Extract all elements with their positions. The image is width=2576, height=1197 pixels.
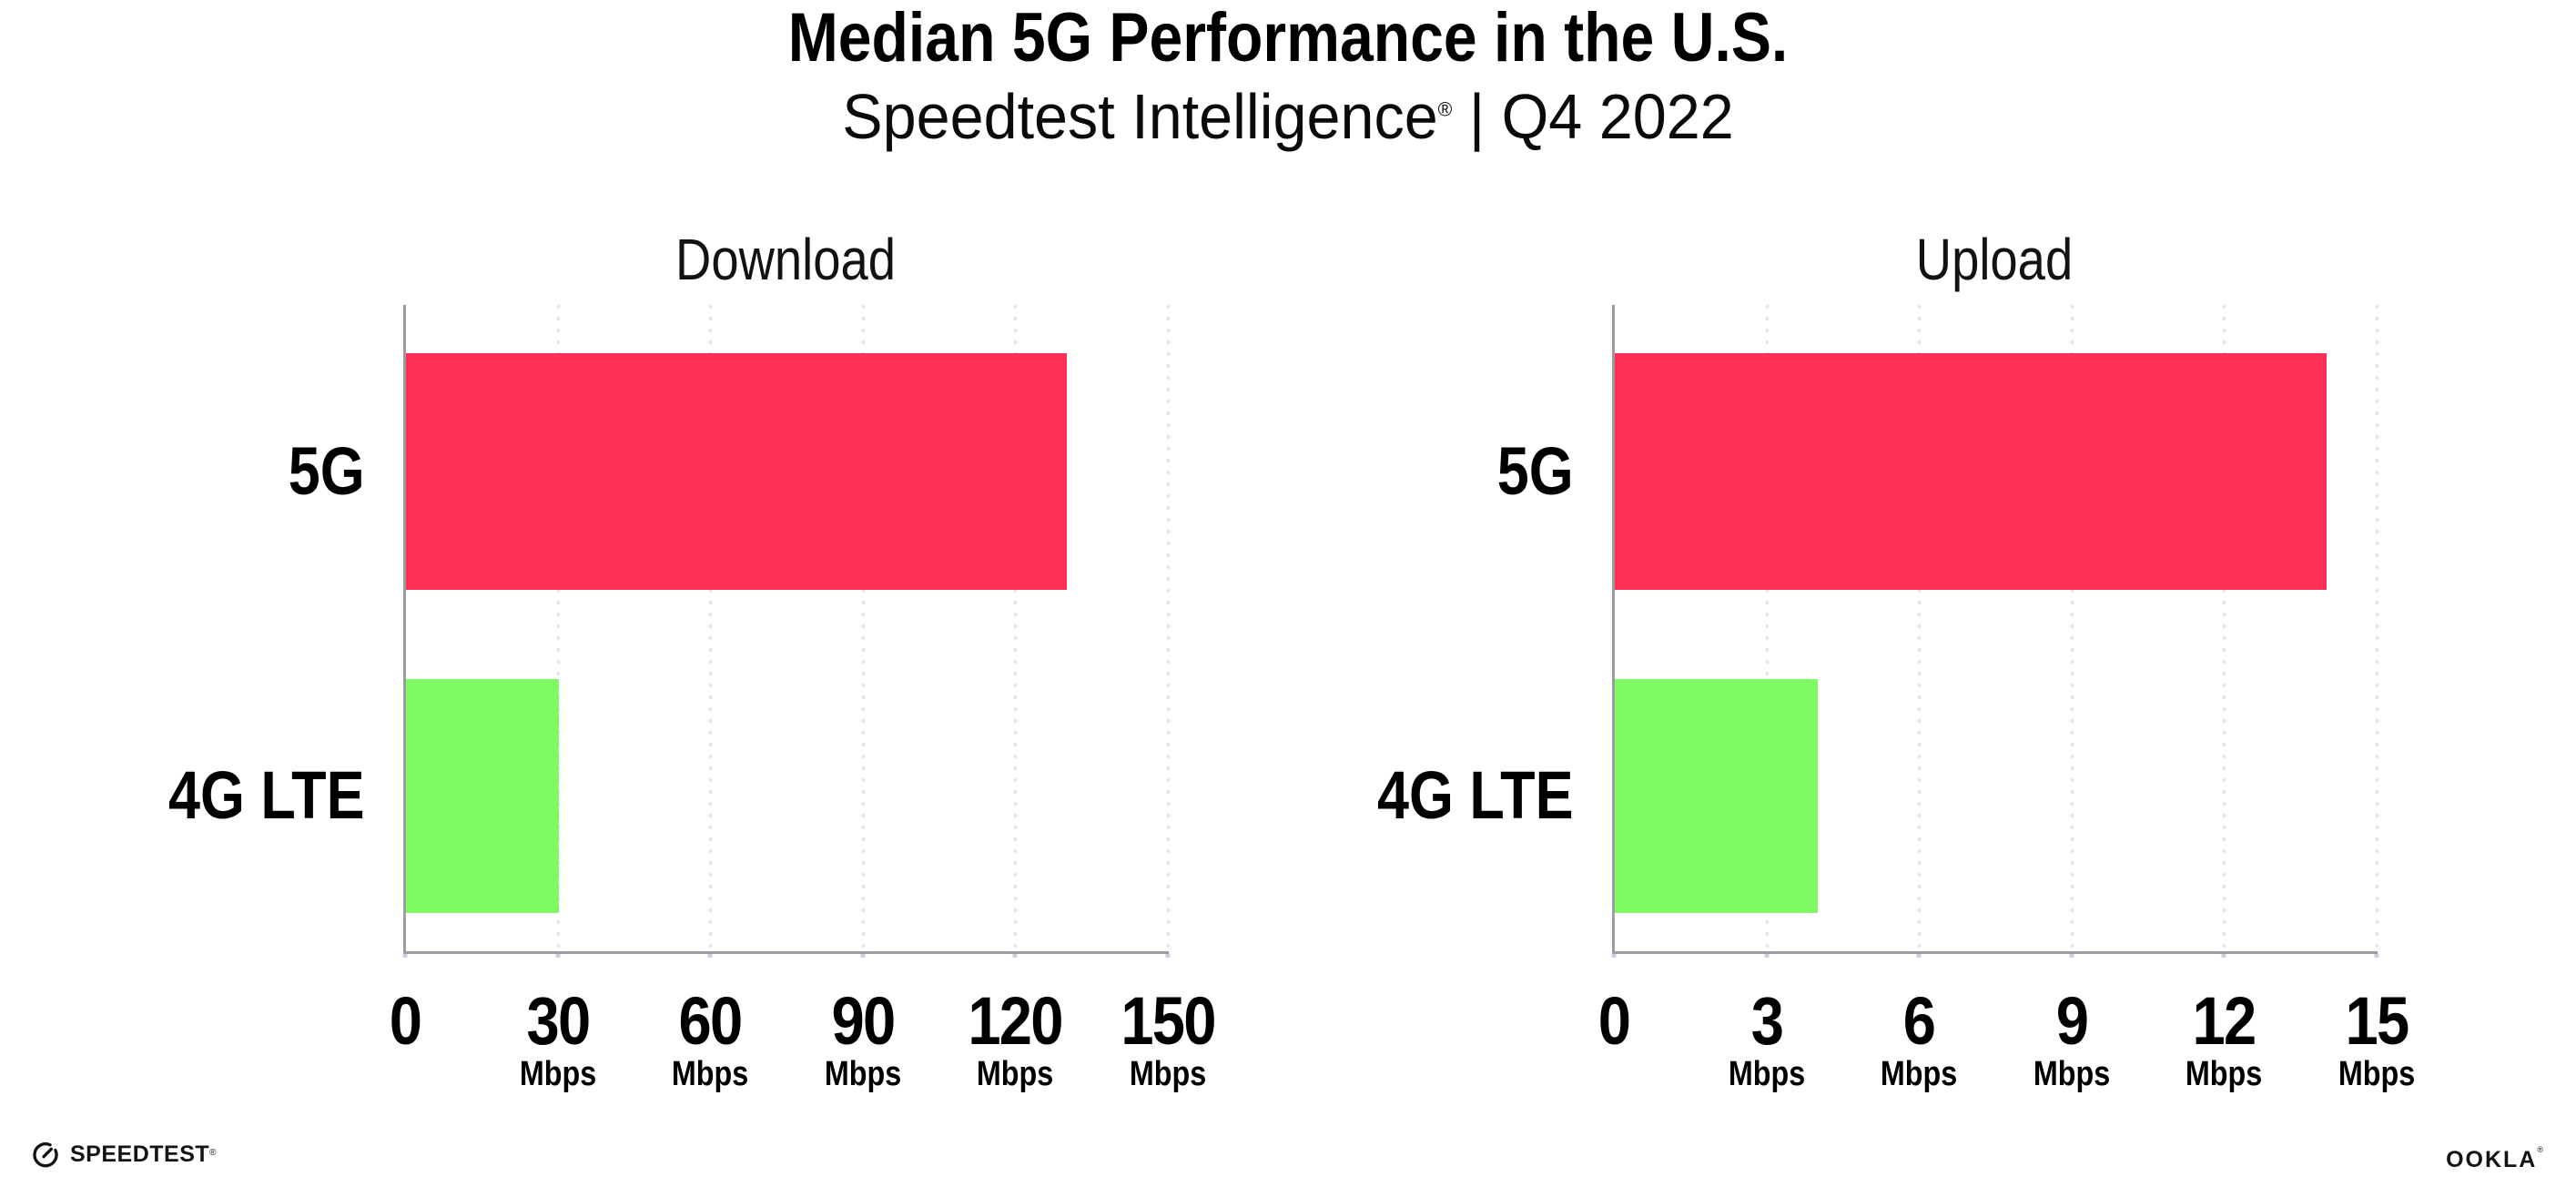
ookla-wordmark: OOKLA (2446, 1147, 2538, 1172)
tick-unit-label: Mbps (672, 1055, 749, 1093)
x-axis-line (1612, 951, 2378, 954)
speedtest-gauge-icon (33, 1142, 58, 1168)
category-label-4g-lte: 4G LTE (168, 757, 365, 833)
chart-title: Download (675, 227, 896, 292)
tick-label: 90 (831, 983, 896, 1059)
gridline (709, 305, 713, 951)
axis-tick (1012, 953, 1018, 958)
tick-label: 60 (678, 983, 744, 1059)
tick-unit-label: Mbps (2338, 1055, 2416, 1093)
axis-tick (1165, 953, 1171, 958)
ookla-logo: OOKLA® (2446, 1145, 2543, 1173)
tick-label: 6 (1902, 983, 1936, 1059)
tick-unit-label: Mbps (1881, 1055, 1958, 1093)
gridline (1918, 305, 1922, 951)
tick-unit-label: Mbps (1129, 1055, 1207, 1093)
gridline (1167, 305, 1170, 951)
tick-unit-label: Mbps (519, 1055, 596, 1093)
registered-mark: ® (1437, 97, 1453, 121)
tick-label: 0 (1597, 983, 1631, 1059)
gridline (1765, 305, 1769, 951)
tick-label: 9 (2055, 983, 2089, 1059)
page-subtitle: Speedtest Intelligence® | Q4 2022 (842, 81, 1734, 152)
gridline (2376, 305, 2378, 951)
bar-5g (406, 353, 1067, 590)
tick-label: 12 (2192, 983, 2257, 1059)
tick-label: 150 (1121, 983, 1216, 1059)
bar-4g-lte (1615, 679, 1818, 913)
gridline (1014, 305, 1018, 951)
axis-tick (402, 953, 408, 958)
x-axis-line (403, 951, 1169, 954)
subtitle-brand: Speedtest Intelligence (842, 81, 1438, 152)
category-label-5g: 5G (1497, 433, 1574, 509)
tick-unit-label: Mbps (977, 1055, 1054, 1093)
speedtest-logo: SPEEDTEST ® (31, 1140, 217, 1169)
axis-tick (555, 953, 561, 958)
tick-label: 0 (389, 983, 422, 1059)
axis-tick (1916, 953, 1922, 958)
tick-label: 120 (968, 983, 1064, 1059)
page-title: Median 5G Performance in the U.S. (787, 0, 1789, 76)
gridline (556, 305, 560, 951)
download-chart: Download 0 30 Mbps 60 Mbps 90 Mbps 120 Mbps 150 Mbp… (168, 230, 1216, 1091)
axis-tick (1764, 953, 1770, 958)
upload-chart: Upload 0 3 Mbps 6 Mbps 9 Mbps 12 Mbps 15 Mbps 5G 4G L… (1377, 230, 2415, 1091)
subtitle-period: | Q4 2022 (1452, 81, 1734, 152)
category-label-4g-lte: 4G LTE (1377, 757, 1574, 833)
chart-title: Upload (1915, 227, 2074, 292)
category-label-5g: 5G (289, 433, 365, 509)
gridline (2223, 305, 2226, 951)
gridline (861, 305, 865, 951)
tick-unit-label: Mbps (1728, 1055, 1805, 1093)
tick-unit-label: Mbps (2186, 1055, 2263, 1093)
bar-4g-lte (406, 679, 559, 913)
axis-tick (707, 953, 713, 958)
tick-label: 15 (2345, 983, 2410, 1059)
tick-unit-label: Mbps (824, 1055, 901, 1093)
axis-tick (2221, 953, 2226, 958)
tick-unit-label: Mbps (2033, 1055, 2110, 1093)
axis-tick (1611, 953, 1617, 958)
bar-5g (1615, 353, 2327, 590)
axis-tick (2374, 953, 2379, 958)
axis-tick (2069, 953, 2074, 958)
tick-label: 30 (526, 983, 591, 1059)
axis-tick (860, 953, 866, 958)
y-axis-line (403, 305, 406, 954)
gridline (2070, 305, 2074, 951)
speedtest-registered-mark: ® (209, 1147, 217, 1158)
tick-label: 3 (1750, 983, 1783, 1059)
ookla-registered-mark: ® (2537, 1145, 2543, 1154)
speedtest-wordmark: SPEEDTEST (70, 1141, 210, 1167)
y-axis-line (1612, 305, 1615, 954)
